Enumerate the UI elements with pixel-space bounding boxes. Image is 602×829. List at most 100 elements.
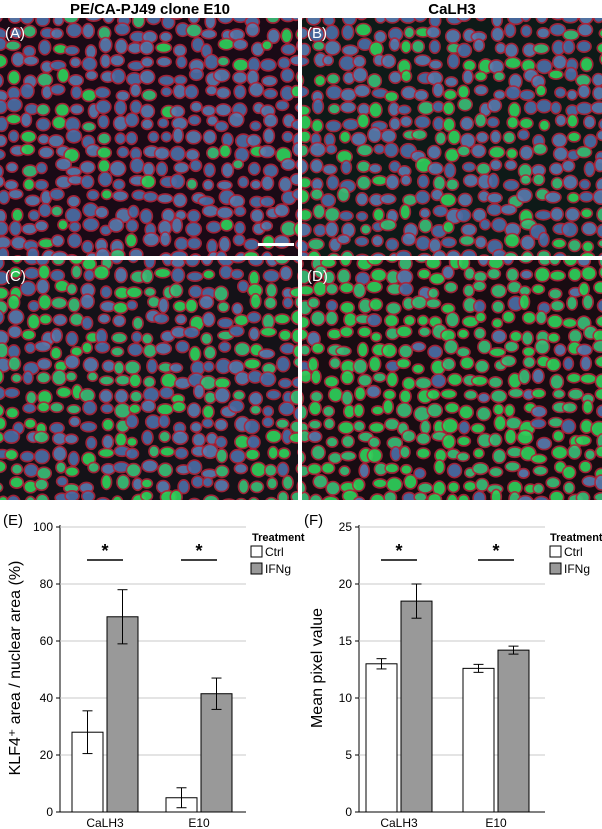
cell-nucleus [33, 430, 50, 444]
cell-nucleus [213, 376, 231, 390]
cell-nucleus [50, 250, 69, 256]
cell-nucleus [575, 490, 591, 500]
cell-nucleus [325, 480, 341, 496]
cell-nucleus [201, 417, 214, 429]
cell-nucleus [98, 388, 114, 404]
cell-nucleus [446, 493, 459, 500]
cell-nucleus [309, 188, 324, 201]
cell-nucleus [101, 359, 116, 373]
cell-nucleus [325, 84, 343, 101]
cell-nucleus [102, 18, 115, 24]
cell-nucleus [125, 413, 139, 429]
cell-nucleus [521, 346, 536, 358]
cell-nucleus [471, 462, 490, 476]
cell-nucleus [125, 218, 139, 233]
cell-nucleus [81, 56, 98, 72]
cell-nucleus [274, 260, 290, 266]
cell-nucleus [339, 101, 357, 114]
cell-nucleus [159, 31, 173, 43]
cell-nucleus [114, 388, 129, 404]
chart-e-legend-ifng: IFNg [265, 562, 291, 576]
cell-nucleus [399, 115, 413, 128]
cell-nucleus [562, 356, 575, 371]
cell-nucleus [488, 145, 506, 159]
cell-nucleus [562, 481, 576, 495]
cell-nucleus [356, 341, 369, 358]
cell-nucleus [56, 67, 70, 84]
cell-nucleus [598, 252, 602, 256]
cell-nucleus [237, 175, 250, 189]
chart-f-legend-ctrl: Ctrl [564, 545, 583, 559]
cell-nucleus [366, 73, 383, 89]
cell-nucleus [358, 462, 371, 479]
cell-nucleus [125, 447, 140, 460]
cell-nucleus [368, 355, 382, 373]
cell-nucleus [214, 386, 231, 404]
cell-nucleus [280, 157, 297, 171]
cell-nucleus [593, 491, 602, 500]
cell-nucleus [530, 405, 548, 419]
cell-nucleus [310, 310, 326, 327]
cell-nucleus [336, 268, 352, 285]
y-tick-label: 100 [33, 520, 53, 534]
cell-nucleus [158, 386, 175, 400]
cell-nucleus [441, 417, 459, 434]
cell-nucleus [492, 70, 506, 82]
cell-nucleus [593, 280, 602, 295]
cell-nucleus [52, 313, 68, 327]
cell-nucleus [399, 463, 413, 476]
cell-nucleus [262, 405, 275, 418]
cell-nucleus [232, 389, 246, 402]
cell-nucleus [249, 179, 262, 190]
cell-nucleus [289, 389, 298, 406]
cell-nucleus [357, 325, 372, 338]
cell-nucleus [110, 346, 125, 358]
cell-nucleus [417, 268, 432, 280]
cell-nucleus [432, 249, 447, 256]
cell-nucleus [183, 326, 201, 339]
cell-nucleus [456, 435, 472, 447]
cell-nucleus [426, 388, 441, 401]
cell-nucleus [217, 300, 230, 313]
cell-nucleus [352, 282, 367, 299]
cell-nucleus [418, 207, 431, 219]
cell-nucleus [267, 445, 279, 460]
cell-nucleus [27, 209, 41, 222]
cell-nucleus [278, 329, 292, 342]
cell-nucleus [243, 357, 262, 370]
cell-nucleus [594, 474, 602, 491]
cell-nucleus [79, 293, 95, 310]
cell-nucleus [596, 206, 602, 223]
cell-nucleus [221, 162, 235, 179]
cell-nucleus [356, 175, 372, 191]
cell-nucleus [290, 490, 298, 500]
cell-nucleus [128, 373, 142, 388]
cell-nucleus [517, 368, 531, 385]
cell-nucleus [288, 432, 298, 444]
cell-nucleus [217, 37, 235, 51]
cell-nucleus [365, 280, 383, 294]
x-tick-label: CaLH3 [380, 816, 418, 829]
cell-nucleus [81, 22, 96, 39]
cell-nucleus [399, 203, 412, 221]
cell-nucleus [302, 239, 309, 255]
cell-nucleus [368, 101, 383, 119]
cell-nucleus [530, 417, 547, 430]
cell-nucleus [574, 434, 592, 447]
y-tick-label: 20 [40, 748, 54, 762]
cell-nucleus [379, 218, 397, 232]
cell-nucleus [160, 372, 178, 389]
cell-nucleus [290, 309, 298, 326]
cell-nucleus [336, 186, 351, 203]
cell-nucleus [440, 236, 457, 249]
cell-nucleus [100, 473, 113, 491]
cell-nucleus [139, 208, 154, 225]
cell-nucleus [457, 97, 473, 112]
cell-nucleus [214, 435, 228, 449]
cell-nucleus [521, 311, 537, 325]
cell-nucleus [474, 235, 488, 250]
cell-nucleus [246, 133, 262, 148]
cell-nucleus [51, 369, 68, 386]
cell-nucleus [370, 268, 388, 283]
cell-nucleus [531, 283, 546, 295]
